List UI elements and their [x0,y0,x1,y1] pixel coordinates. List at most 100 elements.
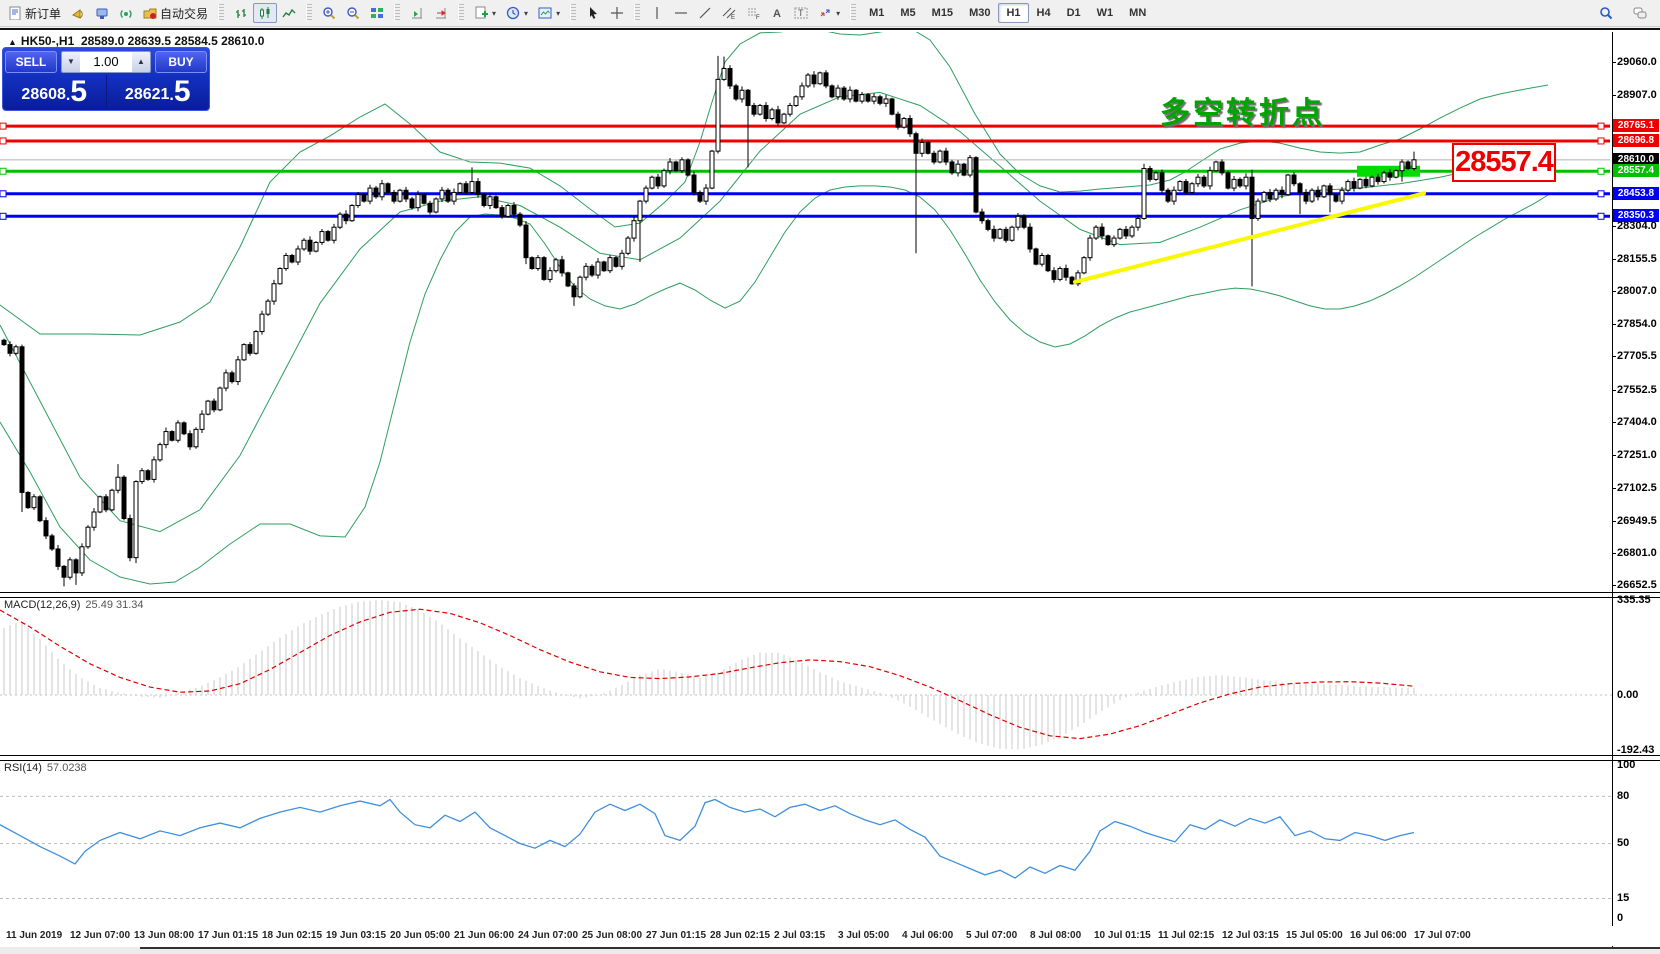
hline-button[interactable] [669,3,693,23]
zoom-out-button[interactable] [341,3,365,23]
candle-body [415,194,421,209]
period-clock-button[interactable]: ▾ [501,3,533,23]
timeframe-h4-button[interactable]: H4 [1036,7,1051,19]
fibonacci-button[interactable]: F [741,3,765,23]
new-order-button[interactable]: 新订单 [3,2,66,25]
candle-body [1327,185,1333,196]
volume-stepper: ▼ 1.00 ▲ [61,51,151,73]
candle-body [583,265,589,278]
macd-pane[interactable] [0,596,1612,755]
price-axis[interactable]: 29060.0 28907.0 28304.0 28155.5 28007.0 27854… [1612,30,1660,954]
candle-body [1219,161,1225,174]
candle-body [367,187,373,202]
buy-price[interactable]: 28621. 5 [124,75,191,108]
candle-body [1027,226,1033,250]
arrows-button[interactable]: ▾ [813,3,845,23]
candle-body [859,94,865,102]
auto-scroll-button[interactable] [429,3,453,23]
pane-separator[interactable] [0,592,1660,598]
line-handle[interactable] [1597,190,1605,198]
price-callout-box[interactable]: 28557.4 [1452,143,1556,182]
candle-body [685,159,691,176]
buy-button[interactable]: BUY [155,51,207,73]
line-handle[interactable] [0,167,7,175]
candle-body [919,141,925,154]
line-handle[interactable] [0,190,7,198]
candle-body [715,78,721,152]
candle-body [445,189,451,202]
line-handle[interactable] [1597,167,1605,175]
candle-body [991,228,997,239]
template-button[interactable]: ▾ [533,3,565,23]
vline-button[interactable] [645,3,669,23]
terminal-button[interactable] [90,3,114,23]
signal-button[interactable] [114,3,138,23]
timeframe-mn-button[interactable]: MN [1129,7,1147,19]
candle-body [1213,161,1219,172]
new-chart-button[interactable]: ▾ [469,3,501,23]
candle-body [1183,181,1189,193]
pane-separator[interactable] [0,755,1660,761]
line-handle[interactable] [0,122,7,130]
timeframe-d1-button[interactable]: D1 [1066,7,1081,19]
autotrade-button[interactable]: 自动交易 [138,2,213,25]
timeframe-m15-button[interactable]: M15 [931,7,954,19]
price-level-label: 28696.8 [1613,133,1659,147]
sell-button[interactable]: SELL [5,51,57,73]
collapse-triangle-icon[interactable]: ▲ [8,37,17,47]
chat-button[interactable] [1628,3,1652,23]
price-level-label: 28557.4 [1613,164,1659,178]
chart-shift-button[interactable] [405,3,429,23]
candle-body [1015,215,1021,228]
search-button[interactable] [1594,3,1618,23]
bottom-scroll-strip[interactable] [0,947,1660,954]
candle-body [733,85,739,100]
main-price-pane[interactable] [0,32,1612,594]
line-handle[interactable] [1597,137,1605,145]
line-handle[interactable] [0,137,7,145]
rsi-line [0,798,1415,879]
candlestick-button[interactable] [253,3,278,23]
timeframe-m1-button[interactable]: M1 [869,7,885,19]
trendline-support[interactable] [1073,191,1426,284]
trendline-button[interactable] [693,3,717,23]
candle-body [571,285,577,298]
candle-body [889,98,895,115]
text-button[interactable]: A [765,3,789,23]
time-tick-label: 4 Jul 06:00 [902,930,954,941]
candle-body [1129,226,1135,237]
rsi-pane[interactable] [0,759,1612,923]
candle-body [319,231,325,243]
bar-chart-button[interactable] [229,3,253,23]
volume-input[interactable]: 1.00 [80,52,132,72]
horn-button[interactable] [66,3,90,23]
time-axis[interactable]: 11 Jun 2019 12 Jun 07:00 13 Jun 08:00 17 Ju… [0,926,1660,946]
bollinger-lower-band [0,185,1549,585]
candle-body [217,387,223,411]
line-handle[interactable] [1597,212,1605,220]
timeframe-w1-button[interactable]: W1 [1096,7,1114,19]
chart-window[interactable]: ▲ HK50-,H1 28589.0 28639.5 28584.5 28610.… [0,28,1660,954]
crosshair-button[interactable] [605,3,629,23]
label-button[interactable]: T [789,3,813,23]
candle-body [19,346,25,493]
zoom-in-button[interactable] [317,3,341,23]
line-handle[interactable] [1597,122,1605,130]
channel-button[interactable]: E [717,3,741,23]
candle-body [25,491,31,509]
price-tick-label: 27404.0 [1612,416,1657,428]
timeframe-m30-button[interactable]: M30 [969,7,991,19]
volume-decrease-button[interactable]: ▼ [62,52,80,72]
timeframe-h1-button[interactable]: H1 [998,3,1029,23]
timeframe-m5-button[interactable]: M5 [900,7,916,19]
line-handle[interactable] [0,212,7,220]
cursor-button[interactable] [581,3,605,23]
line-chart-button[interactable] [277,3,301,23]
candle-body [1237,178,1243,187]
volume-increase-button[interactable]: ▲ [132,52,150,72]
chevron-down-icon: ▾ [836,8,841,18]
tile-windows-button[interactable] [365,3,389,23]
candle-body [697,191,703,202]
candle-body [637,200,643,222]
sell-price[interactable]: 28608. 5 [3,75,107,107]
